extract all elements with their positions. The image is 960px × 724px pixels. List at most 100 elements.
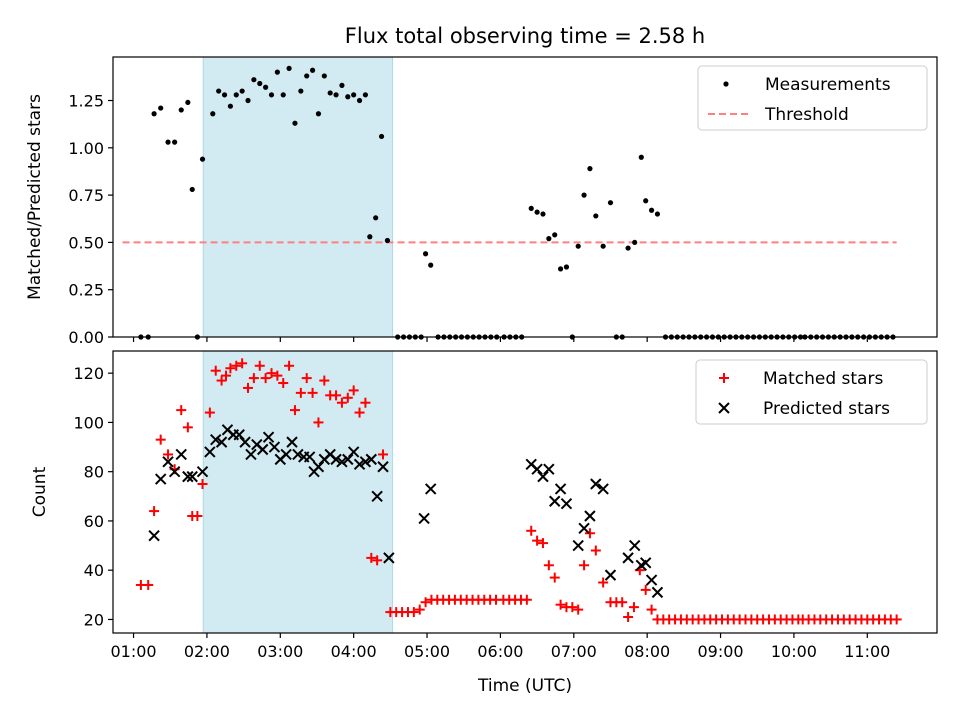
- predicted-star-point: [303, 451, 316, 463]
- measurement-point: [239, 88, 245, 94]
- matched-star-point: [143, 579, 154, 590]
- matched-star-point: [192, 511, 203, 522]
- measurement-point: [227, 103, 233, 109]
- x-stroke-b: [347, 446, 360, 458]
- predicted-star-point: [651, 586, 664, 599]
- predicted-star-point: [537, 470, 549, 483]
- predicted-star-point: [148, 530, 160, 542]
- matched-star-point: [307, 387, 318, 398]
- x-stroke-b: [359, 456, 372, 468]
- x-stroke-b: [336, 456, 348, 468]
- matched-star-point: [254, 360, 265, 371]
- ratio-ytick-label: 0.75: [68, 186, 104, 205]
- legend-predicted-marker-b: [718, 402, 730, 414]
- measurement-point: [172, 139, 178, 145]
- xtick-label: 03:00: [257, 642, 303, 661]
- x-stroke-b: [543, 463, 555, 475]
- x-stroke-b: [371, 490, 383, 503]
- predicted-star-point: [645, 574, 658, 586]
- x-stroke-b: [196, 465, 209, 478]
- measurement-point: [199, 156, 206, 162]
- matched-star-point: [210, 365, 221, 376]
- measurement-point: [339, 82, 345, 88]
- matched-star-point: [598, 577, 609, 588]
- measurement-point: [158, 105, 164, 111]
- matched-star-point: [348, 385, 359, 396]
- measurement-point: [304, 73, 310, 79]
- measurement-point: [321, 73, 327, 79]
- measurement-point: [546, 236, 552, 242]
- predicted-star-point: [383, 552, 395, 564]
- x-stroke-b: [584, 510, 596, 522]
- measurement-point: [607, 200, 614, 206]
- x-stroke-b: [292, 448, 304, 461]
- xtick-label: 09:00: [697, 642, 743, 661]
- counts-y-axis-label: Count: [30, 466, 50, 517]
- matched-star-point: [278, 378, 289, 389]
- figure-title: Flux total observing time = 2.58 h: [345, 24, 705, 48]
- measurement-point: [422, 251, 429, 257]
- matched-star-point: [360, 397, 371, 408]
- xtick-label: 02:00: [184, 642, 230, 661]
- measurement-point: [268, 92, 275, 98]
- ratio-legend: [697, 65, 928, 131]
- x-stroke-b: [256, 443, 269, 456]
- x-stroke-b: [353, 458, 366, 470]
- x-stroke-b: [365, 453, 377, 466]
- measurement-point: [625, 245, 631, 251]
- measurement-point: [638, 154, 644, 160]
- x-stroke-b: [239, 436, 251, 448]
- measurement-point: [216, 88, 222, 94]
- x-stroke-b: [383, 552, 395, 564]
- matched-star-point: [331, 390, 342, 401]
- matched-star-point: [301, 373, 312, 384]
- measurement-point: [540, 211, 546, 217]
- counts-shaded-span: [202, 350, 394, 634]
- measurement-point: [345, 94, 351, 100]
- x-stroke-b: [342, 453, 354, 466]
- x-stroke-b: [286, 436, 298, 448]
- measurement-point: [309, 67, 316, 73]
- ratio-legend-label: Measurements: [765, 75, 891, 95]
- predicted-star-point: [268, 441, 281, 453]
- matched-star-point: [543, 560, 554, 571]
- predicted-star-point: [377, 461, 389, 473]
- x-stroke-b: [645, 574, 658, 586]
- measurement-point: [280, 92, 286, 98]
- measurement-point: [245, 97, 251, 104]
- matched-star-point: [573, 604, 584, 615]
- predicted-star-point: [543, 463, 555, 475]
- x-stroke-b: [549, 495, 561, 507]
- matched-star-point: [420, 597, 431, 608]
- counts-ytick-label: 80: [84, 463, 104, 482]
- measurement-point: [378, 133, 385, 140]
- matched-star-point: [266, 368, 277, 379]
- matched-star-point: [272, 370, 283, 381]
- measurement-point: [648, 207, 655, 213]
- x-stroke-b: [312, 461, 325, 473]
- counts-legend-label: Predicted stars: [763, 399, 890, 419]
- xtick-label: 06:00: [477, 642, 523, 661]
- predicted-star-point: [204, 446, 216, 458]
- matched-star-point: [197, 478, 208, 489]
- predicted-star-point: [162, 456, 174, 468]
- predicted-star-point: [336, 456, 348, 468]
- matched-star-point: [155, 434, 166, 445]
- xtick-label: 04:00: [331, 642, 377, 661]
- x-stroke-b: [268, 441, 281, 453]
- measurement-point: [581, 192, 587, 198]
- measurement-point: [552, 232, 558, 238]
- predicted-star-point: [280, 448, 292, 461]
- x-stroke-b: [303, 451, 316, 463]
- predicted-star-point: [560, 497, 573, 510]
- matched-star-point: [237, 358, 248, 369]
- xtick-label: 05:00: [404, 642, 450, 661]
- measurement-point: [654, 211, 661, 217]
- predicted-star-point: [371, 490, 383, 503]
- x-stroke-b: [148, 530, 160, 542]
- x-stroke-b: [639, 557, 652, 569]
- matched-star-point: [617, 597, 628, 608]
- counts-legend: [695, 359, 928, 425]
- matched-star-point: [295, 387, 306, 398]
- measurement-point: [384, 237, 391, 244]
